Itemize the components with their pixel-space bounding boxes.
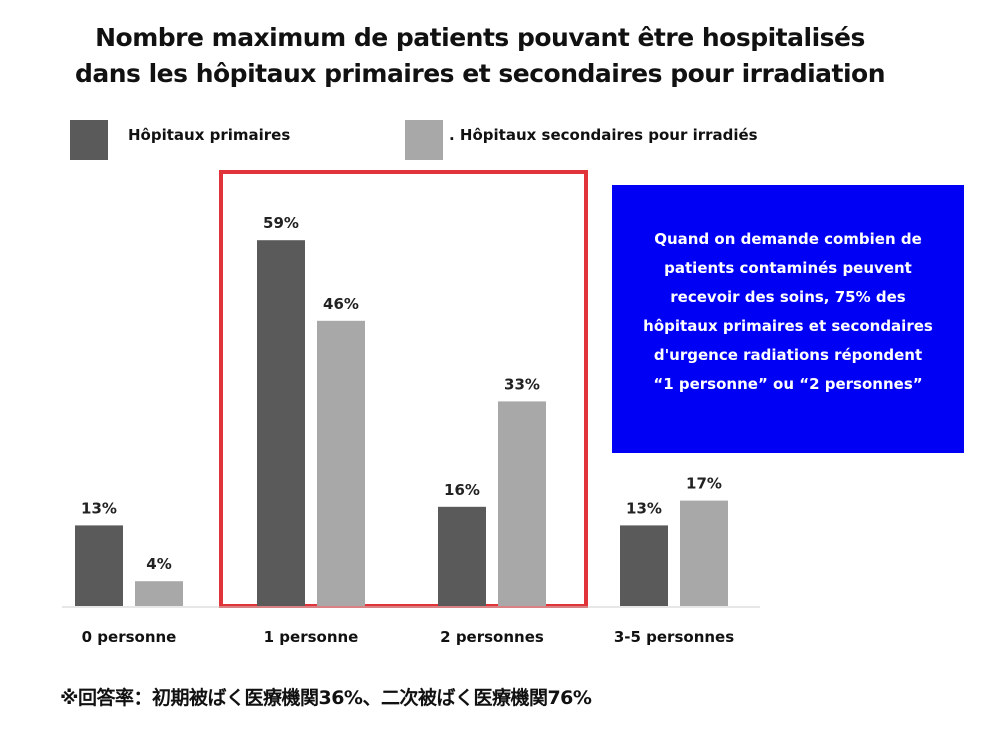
callout-line: d'urgence radiations répondent	[653, 346, 923, 364]
callout-line: “1 personne” ou “2 personnes”	[653, 375, 923, 393]
legend-swatch-secondary	[405, 120, 443, 160]
bar-secondary-3	[680, 500, 728, 606]
footnote: ※回答率：初期被ばく医療機関36%、二次被ばく医療機関76%	[60, 687, 592, 709]
category-label: 1 personne	[264, 628, 359, 646]
data-label: 16%	[444, 481, 480, 499]
bar-secondary-1	[317, 320, 365, 606]
callout-line: Quand on demande combien de	[654, 230, 922, 248]
data-label: 13%	[626, 499, 662, 517]
data-label: 17%	[686, 475, 722, 493]
category-label: 3-5 personnes	[614, 628, 734, 646]
highlight-frame	[219, 170, 588, 608]
data-label: 46%	[323, 295, 359, 313]
callout-line: patients contaminés peuvent	[664, 259, 912, 277]
bar-secondary-2	[498, 401, 546, 606]
callout-line: recevoir des soins, 75% des	[670, 288, 906, 306]
bar-primary-3	[620, 525, 668, 606]
bar-primary-0	[75, 525, 123, 606]
chart-title-line-2: dans les hôpitaux primaires et secondair…	[74, 59, 886, 88]
chart-title-line-1: Nombre maximum de patients pouvant être …	[95, 23, 865, 52]
category-label: 2 personnes	[440, 628, 544, 646]
category-label: 0 personne	[82, 628, 177, 646]
data-label: 13%	[81, 499, 117, 517]
legend-swatch-primary	[70, 120, 108, 160]
callout-box: Quand on demande combien de patients cont…	[612, 185, 964, 453]
bar-secondary-0	[135, 581, 183, 606]
data-label: 33%	[504, 375, 540, 393]
legend-label-primary: Hôpitaux primaires	[128, 126, 291, 144]
legend-label-secondary: . Hôpitaux secondaires pour irradiés	[449, 126, 758, 144]
data-label: 59%	[263, 214, 299, 232]
callout-line: hôpitaux primaires et secondaires	[643, 317, 933, 335]
bar-primary-1	[257, 240, 305, 606]
chart-title: Nombre maximum de patients pouvant être …	[0, 20, 960, 92]
bar-primary-2	[438, 506, 486, 606]
data-label: 4%	[146, 555, 171, 573]
